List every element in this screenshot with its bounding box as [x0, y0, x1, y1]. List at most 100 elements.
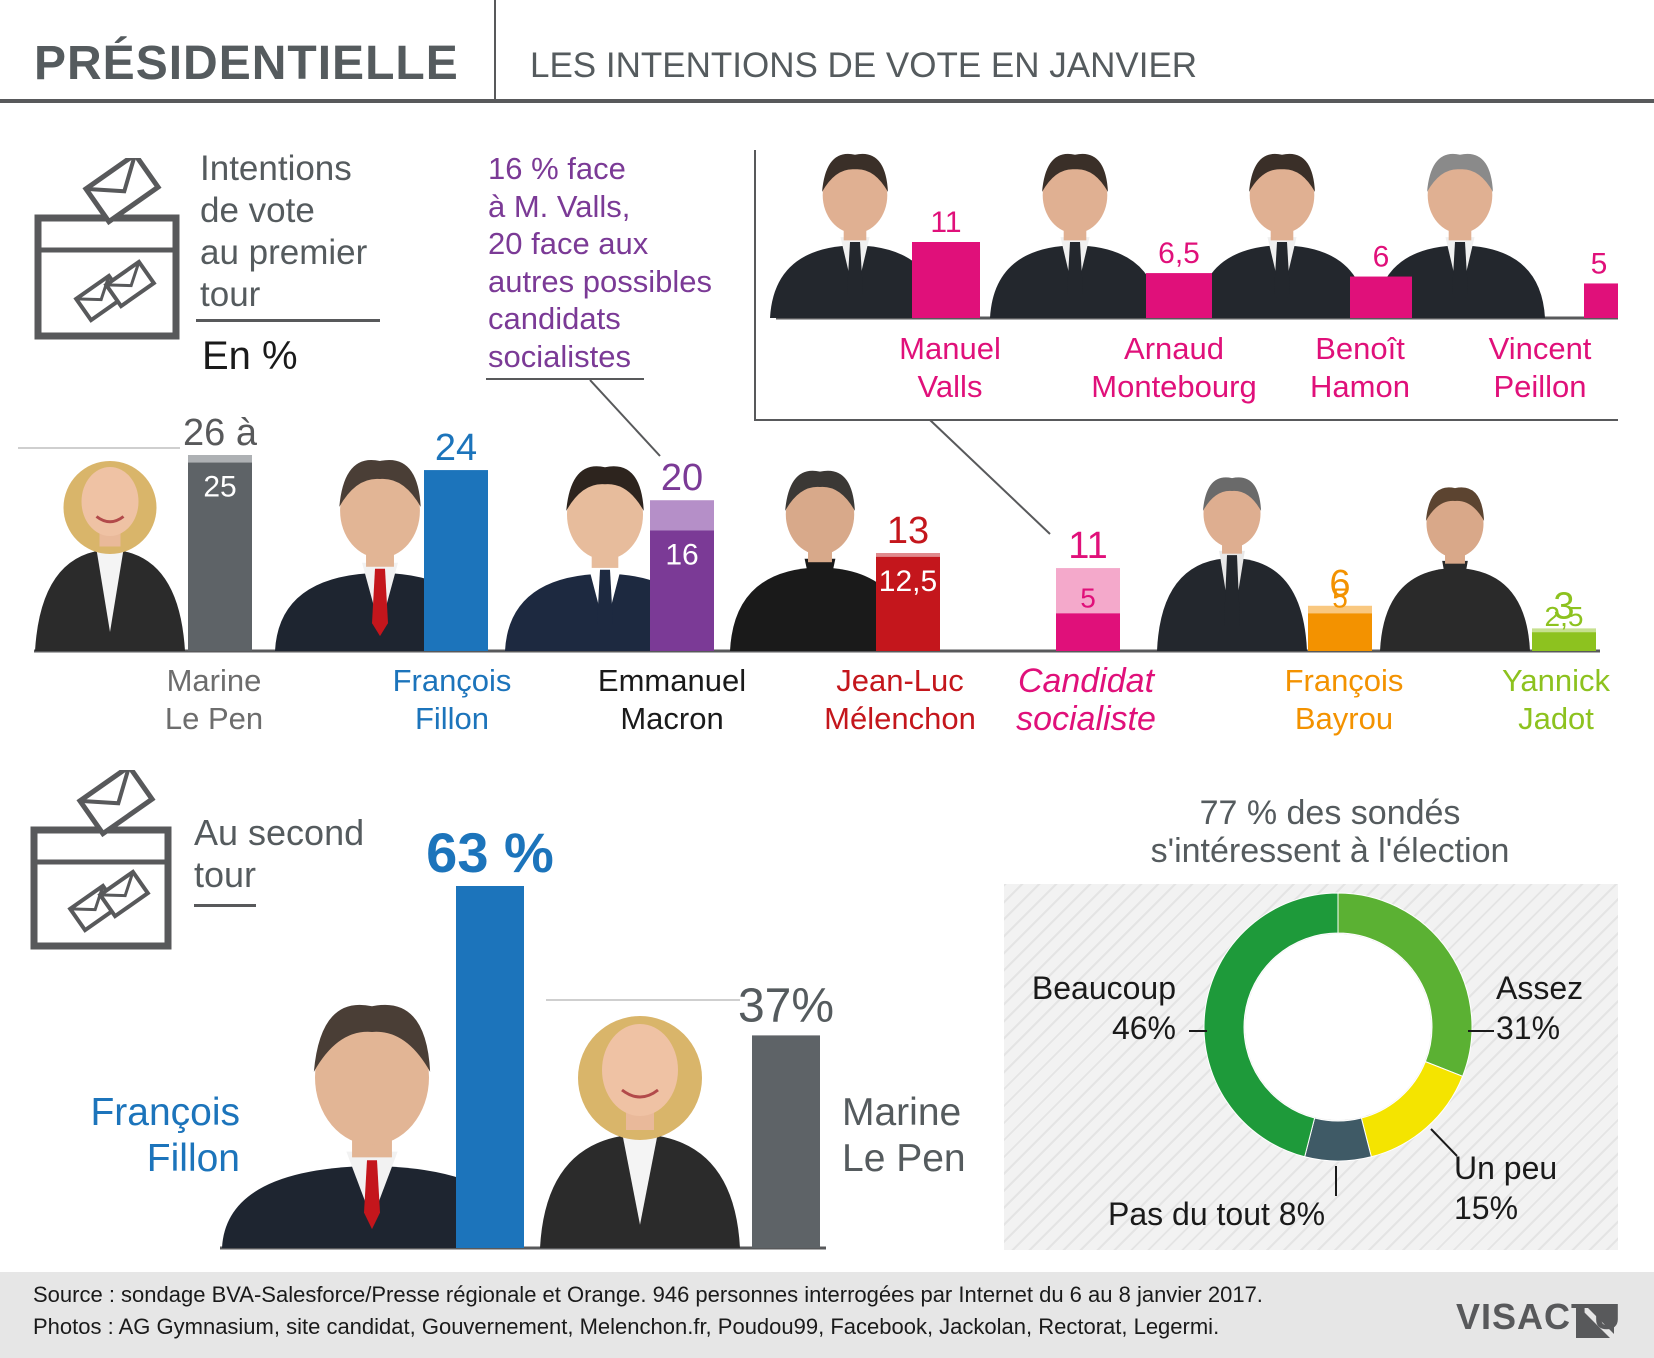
- portrait-bayrou-head: [1203, 480, 1261, 548]
- inset-portrait-3: [1375, 153, 1545, 318]
- donut-slice-0: [1337, 892, 1473, 1077]
- portrait-fillon-hair: [339, 459, 421, 507]
- inset-bar-2: [1350, 276, 1412, 318]
- candidate-name-5: François Bayrou: [1224, 662, 1464, 738]
- candidate-name-2: Emmanuel Macron: [552, 662, 792, 738]
- inset-name-line: Manuel: [899, 331, 1001, 366]
- inset-name-line: Peillon: [1493, 369, 1587, 404]
- portrait-melenchon: [730, 470, 910, 651]
- second-round-bar-0: [456, 886, 524, 1248]
- inset-portrait-0: [770, 153, 940, 318]
- bar-range-4: [1056, 568, 1120, 614]
- candidate-name-line: Mélenchon: [824, 701, 976, 736]
- portrait-le-pen: [35, 461, 185, 651]
- bar-label-low-2: 16: [665, 538, 698, 571]
- portrait-jadot-hair: [1425, 487, 1485, 521]
- inset-portrait-3-tie: [1452, 241, 1468, 306]
- inset-name-1: Arnaud Montebourg: [1064, 330, 1284, 406]
- macron-note: 16 % face à M. Valls, 20 face aux autres…: [488, 151, 713, 374]
- bar-label-high-3: 13: [887, 510, 929, 552]
- portrait-fillon-second-head: [315, 1010, 429, 1145]
- bar-label-low-4: 5: [1080, 582, 1096, 613]
- second-round-bar-1: [752, 1035, 820, 1248]
- page-subtitle: LES INTENTIONS DE VOTE EN JANVIER: [530, 46, 1198, 85]
- bar-label-high-6: 3: [1553, 585, 1574, 627]
- portrait-le-pen-second-smile: [621, 1088, 659, 1099]
- candidate-name-4: Candidat socialiste: [966, 662, 1206, 738]
- bar-label-high-2: 20: [661, 457, 703, 499]
- bar-2: [650, 530, 714, 651]
- portrait-macron-hair: [566, 466, 644, 511]
- portrait-le-pen-second: [540, 1016, 740, 1248]
- bar-label-high-4: 11: [1068, 525, 1107, 567]
- note-connector: [589, 379, 661, 457]
- portrait-melenchon-head: [785, 473, 855, 555]
- note-rule: [486, 378, 644, 380]
- bar-range-3: [876, 553, 940, 557]
- bar-3: [876, 556, 940, 651]
- bar-label-high-0: 26 à: [183, 412, 258, 454]
- inset-portrait-1-head: [1042, 157, 1108, 234]
- donut-label-un-peu: Un peu 15%: [1454, 1150, 1558, 1226]
- portrait-fillon-second-hair: [313, 1004, 431, 1072]
- intro-rule: [196, 319, 380, 322]
- inset-connector: [929, 419, 1051, 535]
- inset-portrait-3-hair: [1427, 153, 1493, 192]
- inset-portrait-2-tie: [1274, 241, 1290, 306]
- portrait-le-pen-face: [81, 467, 139, 536]
- second-round-label-1: 37%: [738, 979, 834, 1032]
- portrait-bayrou: [1157, 477, 1307, 651]
- source-text: Source : sondage BVA-Salesforce/Presse r…: [33, 1282, 1263, 1307]
- candidate-name-line: Le Pen: [164, 701, 264, 736]
- bar-range-2: [650, 500, 714, 531]
- bar-range-6: [1532, 628, 1596, 633]
- visactu-logo-icon: [1576, 1304, 1614, 1338]
- candidate-name-6: Yannick Jadot: [1436, 662, 1654, 738]
- donut-hole: [1245, 934, 1431, 1120]
- inset-portrait-0-head: [822, 157, 888, 234]
- first-round-intro: Intentions de vote au premier tour: [200, 149, 368, 314]
- candidate-name-line: François: [392, 663, 512, 698]
- header-rule: [0, 99, 1654, 103]
- inset-name-line: Arnaud: [1124, 331, 1224, 366]
- donut-label-assez: Assez 31%: [1496, 970, 1584, 1046]
- portrait-jadot-collar: [1442, 560, 1468, 632]
- bar-0: [188, 462, 252, 651]
- inset-name-line: Benoît: [1315, 331, 1405, 366]
- inset-portrait-3-head: [1427, 157, 1493, 234]
- inset-portrait-2-head: [1249, 157, 1315, 234]
- portrait-fillon-second-tie: [364, 1160, 380, 1230]
- page-title: PRÉSIDENTIELLE: [34, 37, 459, 90]
- inset-portrait-2: [1197, 153, 1367, 318]
- inset-name-0: Manuel Valls: [840, 330, 1060, 406]
- portrait-fillon-second: [222, 1004, 522, 1248]
- second-round-chart: 63 % 37%: [220, 821, 834, 1250]
- portrait-le-pen-collar: [95, 540, 125, 632]
- bar-label-low-0: 25: [203, 471, 236, 504]
- bar-range-0: [188, 455, 252, 463]
- candidate-name-line: socialiste: [1016, 700, 1156, 738]
- leader-un-peu: [1430, 1128, 1458, 1157]
- bar-5: [1308, 613, 1372, 651]
- candidate-name-line: Candidat: [1017, 662, 1155, 700]
- portrait-jadot: [1380, 487, 1530, 651]
- inset-name-3: Vincent Peillon: [1430, 330, 1650, 406]
- interest-title: 77 % des sondés s'intéressent à l'électi…: [1150, 794, 1510, 870]
- inset-bar-0: [912, 242, 980, 318]
- header-divider: [494, 0, 496, 99]
- unit-label: En %: [202, 334, 298, 378]
- candidate-name-line: Jean-Luc: [836, 663, 964, 698]
- second-round-intro: Au second tour: [194, 812, 365, 895]
- inset-bar-label-3: 5: [1591, 247, 1608, 280]
- ballot-box-icon: [34, 158, 180, 340]
- ballot-box-icon-second: [30, 770, 172, 950]
- bar-4: [1056, 613, 1120, 651]
- portrait-melenchon-hair: [785, 470, 855, 511]
- portrait-bayrou-hair: [1202, 477, 1262, 511]
- inset-name-line: Montebourg: [1091, 369, 1257, 404]
- candidate-name-0: Marine Le Pen: [94, 662, 334, 738]
- portrait-fillon-head: [340, 463, 420, 558]
- candidate-name-line: Yannick: [1502, 663, 1610, 698]
- candidate-name-line: Emmanuel: [597, 663, 747, 698]
